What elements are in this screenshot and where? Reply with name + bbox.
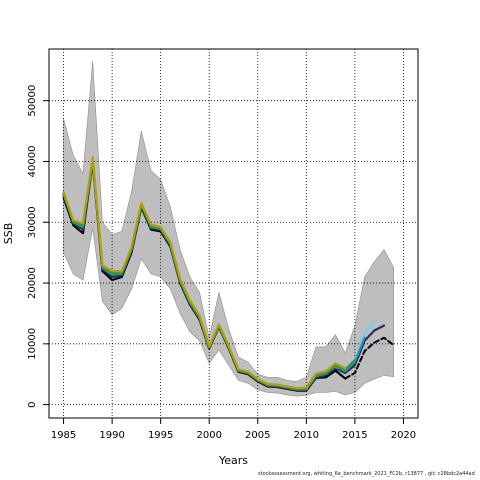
x-tick-label: 2000 bbox=[196, 430, 221, 441]
series-line-6 bbox=[62, 156, 347, 390]
x-tick-label: 2015 bbox=[342, 430, 367, 441]
plot-frame bbox=[48, 48, 419, 419]
y-tick-label: 20000 bbox=[27, 267, 38, 299]
source-footnote: stockassessment.org, whiting_6a_benchmar… bbox=[258, 471, 475, 477]
y-tick-label: 40000 bbox=[27, 146, 38, 178]
x-tick-label: 1995 bbox=[148, 430, 173, 441]
series-lines bbox=[62, 156, 395, 392]
y-tick-label: 0 bbox=[27, 401, 38, 407]
y-axis: 0 10000 20000 30000 40000 50000 bbox=[27, 85, 49, 408]
x-tick-label: 1985 bbox=[51, 430, 76, 441]
y-tick-label: 50000 bbox=[27, 85, 38, 117]
y-axis-title: SSB bbox=[2, 223, 15, 245]
x-axis: 1985 1990 1995 2000 2005 2010 2015 2020 bbox=[51, 418, 416, 441]
series-line-1 bbox=[344, 336, 395, 380]
x-tick-label: 1990 bbox=[99, 430, 124, 441]
confidence-band-area bbox=[63, 61, 395, 397]
y-tick-label: 10000 bbox=[27, 328, 38, 360]
x-tick-label: 2010 bbox=[294, 430, 319, 441]
x-tick-label: 2020 bbox=[391, 430, 416, 441]
y-tick-label: 30000 bbox=[27, 206, 38, 238]
x-axis-title: Years bbox=[218, 454, 248, 467]
confidence-band bbox=[63, 61, 395, 397]
x-tick-label: 2005 bbox=[245, 430, 270, 441]
